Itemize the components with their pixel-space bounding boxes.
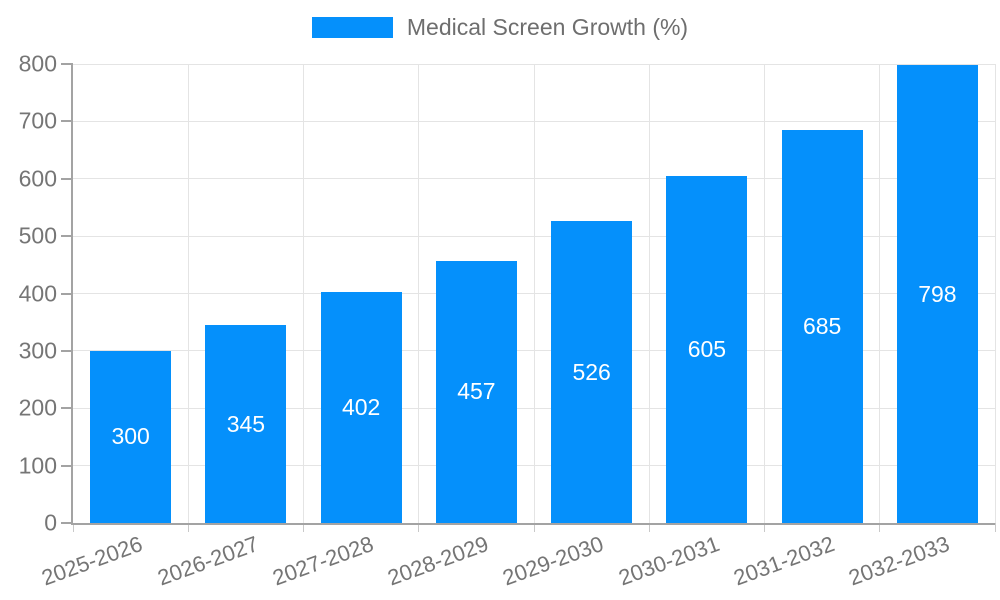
x-axis-tick-mark (303, 523, 304, 532)
y-axis-tick-label: 400 (18, 280, 57, 306)
x-axis-line (73, 523, 995, 525)
gridline-vertical (879, 64, 881, 523)
bar[interactable]: 300 (90, 350, 172, 523)
gridline-vertical (764, 64, 765, 523)
y-axis-tick-label: 100 (18, 452, 57, 479)
bar[interactable]: 345 (205, 325, 287, 523)
gridline-vertical (303, 64, 304, 523)
y-axis-tick-label: 800 (18, 50, 57, 77)
bar[interactable]: 526 (551, 221, 633, 523)
x-axis-tick-mark (418, 523, 420, 532)
gridline-vertical (648, 64, 650, 523)
bar-value-label: 345 (226, 410, 266, 437)
bar[interactable]: 798 (896, 65, 978, 523)
x-axis-tick-mark (879, 523, 881, 532)
x-axis-tick-mark (72, 523, 74, 532)
y-axis-tick-mark (61, 177, 73, 180)
y-axis-tick-label: 700 (18, 107, 57, 134)
x-axis-tick-label: 2025-2026 (38, 531, 147, 591)
x-axis-tick-mark (994, 523, 996, 532)
y-axis-tick-mark (61, 464, 73, 467)
gridline-vertical (994, 64, 996, 523)
gridline-vertical (533, 64, 535, 523)
y-axis-tick-mark (61, 63, 73, 65)
bar-value-label: 300 (111, 423, 150, 450)
legend[interactable]: Medical Screen Growth (%) (0, 14, 1000, 41)
y-axis-tick-label: 500 (18, 222, 57, 249)
y-axis-tick-label: 300 (18, 337, 57, 364)
x-axis-tick-label: 2028-2029 (384, 531, 492, 591)
y-axis-tick-mark (61, 407, 73, 410)
bar[interactable]: 457 (435, 260, 517, 523)
x-axis-tick-label: 2029-2030 (499, 531, 608, 591)
y-axis-tick-mark (61, 235, 73, 238)
legend-swatch (311, 17, 393, 38)
bar[interactable]: 605 (666, 175, 748, 523)
x-axis-tick-label: 2027-2028 (269, 531, 377, 591)
y-axis-tick-mark (61, 120, 73, 123)
y-axis-tick-mark (61, 292, 73, 295)
x-axis-tick-label: 2030-2031 (615, 531, 723, 591)
y-axis-tick-mark (61, 522, 73, 524)
bar-value-label: 605 (687, 335, 727, 362)
gridline-vertical (418, 64, 420, 523)
x-axis-tick-mark (533, 523, 535, 532)
x-axis-tick-mark (187, 523, 189, 532)
x-axis-tick-label: 2032-2033 (845, 531, 953, 591)
y-axis-tick-label: 0 (44, 509, 57, 536)
gridline-vertical (187, 64, 189, 523)
bar-value-label: 457 (457, 378, 496, 405)
x-axis-tick-label: 2026-2027 (154, 531, 262, 591)
bar-value-label: 685 (802, 312, 842, 339)
x-axis-tick-mark (764, 523, 765, 532)
y-axis-line (71, 64, 73, 525)
bar[interactable]: 402 (320, 292, 402, 523)
x-axis-tick-label: 2031-2032 (730, 531, 838, 591)
x-axis-tick-mark (648, 523, 650, 532)
y-axis-tick-mark (61, 349, 73, 352)
y-axis-tick-label: 600 (18, 165, 57, 192)
bar-value-label: 402 (341, 394, 381, 421)
bar-value-label: 526 (572, 358, 611, 385)
legend-label: Medical Screen Growth (%) (406, 14, 689, 40)
bar[interactable]: 685 (781, 129, 863, 523)
bar-value-label: 798 (918, 280, 957, 307)
y-axis-tick-label: 200 (18, 394, 57, 421)
